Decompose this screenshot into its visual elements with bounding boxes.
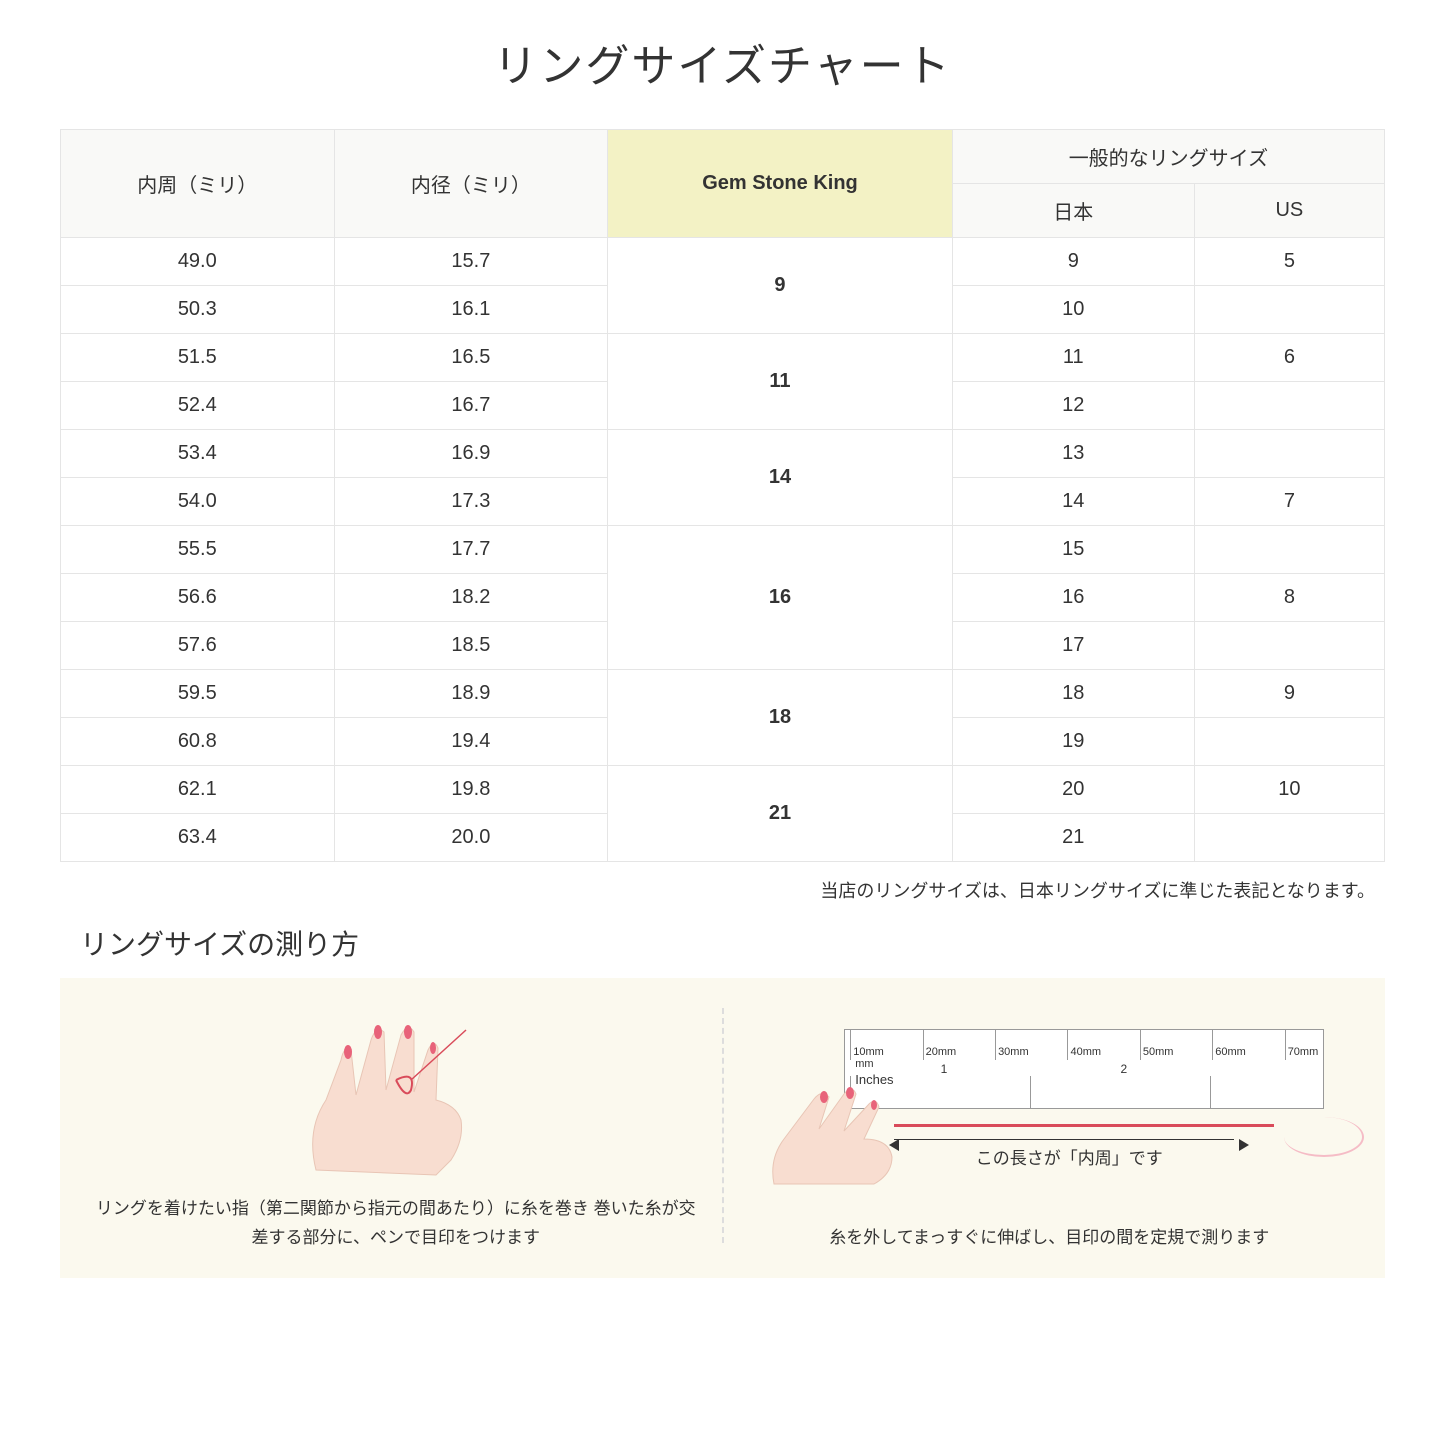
cell-circumference: 53.4: [61, 430, 335, 478]
cell-japan: 19: [952, 718, 1194, 766]
thread-line: [894, 1124, 1274, 1127]
cell-circumference: 50.3: [61, 286, 335, 334]
cell-gsk: 9: [608, 238, 953, 334]
cell-us: 6: [1194, 334, 1384, 382]
cell-circumference: 49.0: [61, 238, 335, 286]
cell-japan: 12: [952, 382, 1194, 430]
header-gsk: Gem Stone King: [608, 130, 953, 238]
ruler: 10mm20mm30mm40mm50mm60mm70mm mm Inches 1…: [844, 1029, 1324, 1109]
header-general: 一般的なリングサイズ: [952, 130, 1384, 184]
header-us: US: [1194, 184, 1384, 238]
cell-gsk: 16: [608, 526, 953, 670]
cell-diameter: 17.3: [334, 478, 608, 526]
ruler-tick: 40mm: [1067, 1030, 1101, 1060]
cell-diameter: 19.8: [334, 766, 608, 814]
page-title: リングサイズチャート: [60, 30, 1385, 94]
table-row: 55.5 17.71615: [61, 526, 1385, 574]
cell-japan: 13: [952, 430, 1194, 478]
cell-gsk: 21: [608, 766, 953, 862]
cell-japan: 10: [952, 286, 1194, 334]
ruler-tick: 20mm: [923, 1030, 957, 1060]
cell-circumference: 55.5: [61, 526, 335, 574]
cell-japan: 14: [952, 478, 1194, 526]
cell-japan: 21: [952, 814, 1194, 862]
cell-gsk: 18: [608, 670, 953, 766]
table-row: 49.0 15.799 5: [61, 238, 1385, 286]
panel2-text: 糸を外してまっすぐに伸ばし、目印の間を定規で測ります: [829, 1224, 1269, 1253]
measure-arrow: [894, 1139, 1234, 1140]
cell-us: 8: [1194, 574, 1384, 622]
table-row: 62.1 19.82120 10: [61, 766, 1385, 814]
cell-circumference: 54.0: [61, 478, 335, 526]
cell-japan: 17: [952, 622, 1194, 670]
ruler-illustration: 10mm20mm30mm40mm50mm60mm70mm mm Inches 1…: [774, 1029, 1324, 1209]
table-row: 53.4 16.91413: [61, 430, 1385, 478]
cell-japan: 11: [952, 334, 1194, 382]
cell-us: [1194, 814, 1384, 862]
cell-japan: 18: [952, 670, 1194, 718]
panel-step2: 10mm20mm30mm40mm50mm60mm70mm mm Inches 1…: [744, 998, 1356, 1253]
cell-japan: 15: [952, 526, 1194, 574]
cell-diameter: 20.0: [334, 814, 608, 862]
header-diameter: 内径（ミリ）: [334, 130, 608, 238]
cell-circumference: 51.5: [61, 334, 335, 382]
ruler-tick: 10mm: [850, 1030, 884, 1060]
panel-divider: [722, 1008, 724, 1243]
cell-diameter: 19.4: [334, 718, 608, 766]
cell-circumference: 52.4: [61, 382, 335, 430]
cell-diameter: 16.5: [334, 334, 608, 382]
cell-diameter: 16.9: [334, 430, 608, 478]
instructions-panel: リングを着けたい指（第二関節から指元の間あたり）に糸を巻き 巻いた糸が交差する部…: [60, 978, 1385, 1278]
cell-japan: 20: [952, 766, 1194, 814]
table-row: 59.5 18.91818 9: [61, 670, 1385, 718]
cell-diameter: 16.7: [334, 382, 608, 430]
cell-us: [1194, 286, 1384, 334]
cell-us: 9: [1194, 670, 1384, 718]
cell-japan: 16: [952, 574, 1194, 622]
ruler-tick: 60mm: [1212, 1030, 1246, 1060]
cell-circumference: 59.5: [61, 670, 335, 718]
ruler-tick: 70mm: [1285, 1030, 1319, 1060]
cell-us: [1194, 382, 1384, 430]
cell-us: 7: [1194, 478, 1384, 526]
size-note: 当店のリングサイズは、日本リングサイズに準じた表記となります。: [60, 877, 1385, 903]
ruler-tick: 30mm: [995, 1030, 1029, 1060]
cell-us: [1194, 718, 1384, 766]
ruler-tick: 50mm: [1140, 1030, 1174, 1060]
cell-us: [1194, 526, 1384, 574]
panel-step1: リングを着けたい指（第二関節から指元の間あたり）に糸を巻き 巻いた糸が交差する部…: [90, 998, 702, 1253]
table-row: 51.5 16.51111 6: [61, 334, 1385, 382]
cell-circumference: 57.6: [61, 622, 335, 670]
cell-gsk: 14: [608, 430, 953, 526]
cell-gsk: 11: [608, 334, 953, 430]
cell-diameter: 17.7: [334, 526, 608, 574]
cell-us: 10: [1194, 766, 1384, 814]
panel1-text: リングを着けたい指（第二関節から指元の間あたり）に糸を巻き 巻いた糸が交差する部…: [90, 1195, 702, 1253]
cell-us: 5: [1194, 238, 1384, 286]
cell-diameter: 18.9: [334, 670, 608, 718]
cell-diameter: 18.5: [334, 622, 608, 670]
cell-circumference: 63.4: [61, 814, 335, 862]
size-chart-table: 内周（ミリ） 内径（ミリ） Gem Stone King 一般的なリングサイズ …: [60, 129, 1385, 862]
cell-diameter: 15.7: [334, 238, 608, 286]
header-circumference: 内周（ミリ）: [61, 130, 335, 238]
cell-circumference: 60.8: [61, 718, 335, 766]
cell-us: [1194, 622, 1384, 670]
measure-subtitle: リングサイズの測り方: [60, 923, 1385, 963]
cell-japan: 9: [952, 238, 1194, 286]
cell-diameter: 16.1: [334, 286, 608, 334]
thread-curl: [1284, 1117, 1364, 1157]
cell-circumference: 56.6: [61, 574, 335, 622]
cell-diameter: 18.2: [334, 574, 608, 622]
header-japan: 日本: [952, 184, 1194, 238]
cell-us: [1194, 430, 1384, 478]
measure-label: この長さが「内周」です: [899, 1144, 1239, 1169]
cell-circumference: 62.1: [61, 766, 335, 814]
hand-illustration-1: [256, 1010, 536, 1180]
